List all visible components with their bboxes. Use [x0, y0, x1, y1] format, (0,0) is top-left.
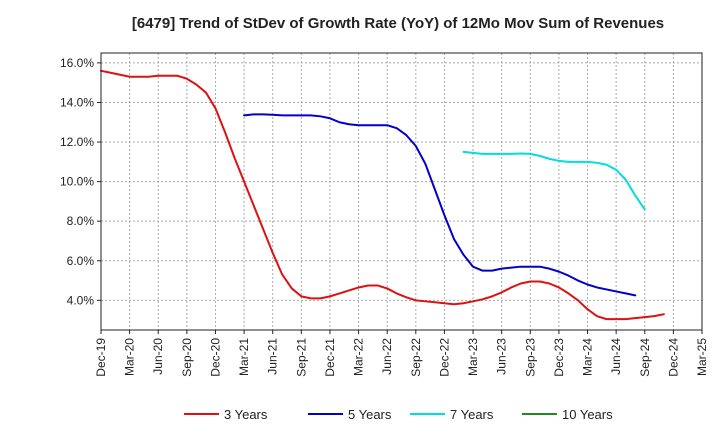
x-tick-label: Mar-22: [352, 338, 366, 376]
x-axis: Dec-19 Mar-20 Jun-20 Sep-20 Dec-20 Mar-21 Jun-…: [94, 330, 709, 377]
y-tick-label: 8.0%: [67, 214, 95, 228]
x-tick-label: Mar-23: [466, 338, 480, 376]
plot-area: [101, 53, 702, 330]
plot-border: [100, 52, 703, 331]
x-tick-label: Mar-20: [123, 338, 137, 376]
grid: [100, 53, 703, 330]
y-tick-label: 12.0%: [60, 135, 94, 149]
series-line-7-years: [462, 150, 646, 211]
y-tick-label: 10.0%: [60, 175, 94, 189]
x-tick-label: Mar-21: [237, 338, 251, 376]
series-line-5-years: [243, 113, 637, 297]
x-tick-label: Jun-24: [609, 338, 623, 375]
x-tick-label: Jun-23: [495, 338, 509, 375]
legend: 3 Years 5 Years 7 Years 10 Years: [184, 407, 613, 422]
x-tick-label: Dec-23: [552, 338, 566, 377]
x-tick-label: Mar-24: [581, 338, 595, 376]
series-line-3-years: [100, 69, 665, 321]
x-tick-label: Sep-23: [523, 338, 537, 377]
x-tick-label: Sep-24: [638, 338, 652, 377]
x-tick-label: Dec-20: [208, 338, 222, 377]
y-axis: 4.0% 6.0% 8.0% 10.0% 12.0% 14.0% 16.0%: [60, 56, 101, 307]
x-tick-label: Dec-19: [94, 338, 108, 377]
x-tick-label: Sep-20: [180, 338, 194, 377]
y-tick-label: 4.0%: [67, 293, 95, 307]
x-tick-label: Dec-22: [437, 338, 451, 377]
series-group: [100, 69, 665, 321]
x-tick-label: Jun-21: [266, 338, 280, 375]
y-tick-label: 16.0%: [60, 56, 94, 70]
legend-label-5-years: 5 Years: [348, 407, 392, 422]
x-tick-label: Jun-22: [380, 338, 394, 375]
x-tick-label: Sep-22: [409, 338, 423, 377]
x-tick-label: Sep-21: [294, 338, 308, 377]
chart-title: [6479] Trend of StDev of Growth Rate (Yo…: [132, 15, 664, 32]
legend-label-10-years: 10 Years: [562, 407, 613, 422]
y-tick-label: 14.0%: [60, 95, 94, 109]
y-tick-label: 6.0%: [67, 254, 95, 268]
legend-label-7-years: 7 Years: [450, 407, 494, 422]
x-tick-label: Jun-20: [151, 338, 165, 375]
legend-label-3-years: 3 Years: [224, 407, 268, 422]
x-tick-label: Dec-24: [666, 338, 680, 377]
x-tick-label: Mar-25: [695, 338, 709, 376]
x-tick-label: Dec-21: [323, 338, 337, 377]
